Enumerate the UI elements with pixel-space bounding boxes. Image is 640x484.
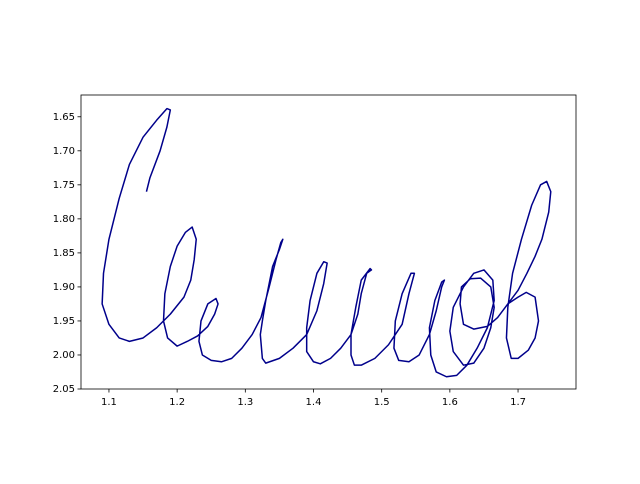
y-tick-label: 1.90 [53,282,75,293]
y-tick-label: 1.95 [53,316,75,327]
y-tick-label: 2.05 [53,384,75,395]
y-tick-label: 1.80 [53,214,75,225]
x-tick-label: 1.3 [237,397,253,408]
y-tick-label: 2.00 [53,350,75,361]
x-tick-label: 1.2 [169,397,185,408]
x-tick-label: 1.7 [510,397,526,408]
x-tick-label: 1.1 [101,397,117,408]
line [101,107,552,378]
y-tick-label: 1.75 [53,180,75,191]
x-tick-label: 1.5 [374,397,390,408]
y-tick-label: 1.85 [53,248,75,259]
y-tick-label: 1.65 [53,112,75,123]
plot-frame [80,94,577,390]
y-tick-label: 1.70 [53,146,75,157]
x-tick-label: 1.6 [442,397,458,408]
x-tick-label: 1.4 [306,397,322,408]
